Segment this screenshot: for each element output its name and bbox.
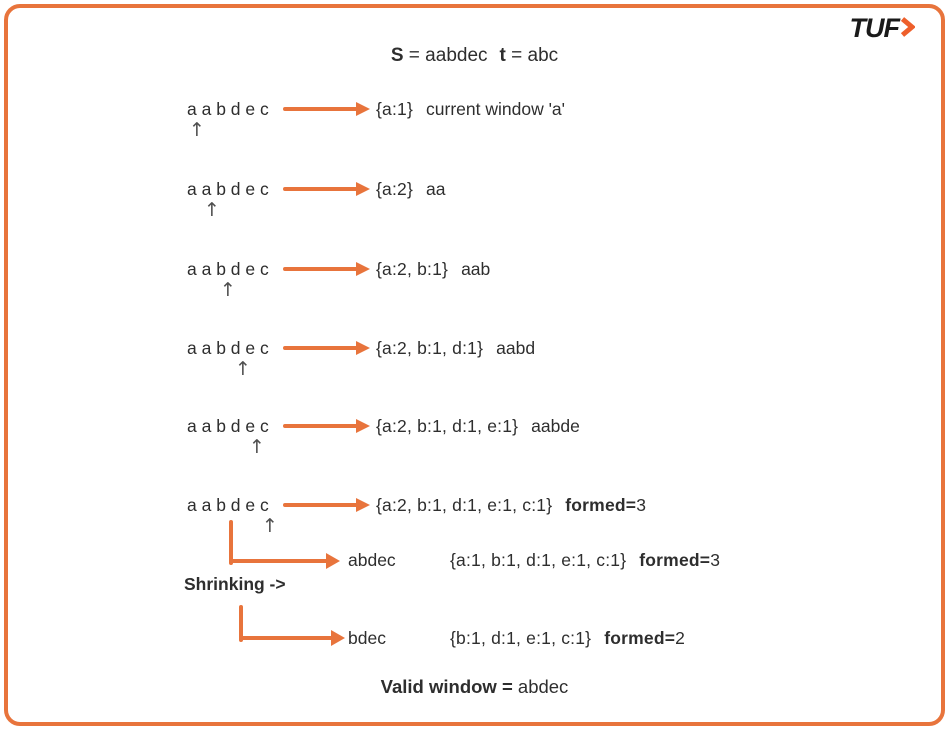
formed-label: formed= bbox=[604, 628, 676, 648]
right-arrow-icon bbox=[283, 101, 370, 117]
valid-window-value: abdec bbox=[512, 676, 569, 697]
window-note: current window 'a' bbox=[426, 99, 565, 119]
window-map: {a:2, b:1, d:1} bbox=[376, 338, 484, 358]
pointer-up-arrow-icon: ↑ bbox=[204, 199, 220, 221]
shrink-row: bdec {b:1, d:1, e:1, c:1} formed=2 bbox=[348, 628, 685, 648]
window-note: aab bbox=[461, 259, 491, 279]
letters-sequence: a a b d e c bbox=[187, 495, 269, 515]
formed-value: 3 bbox=[710, 550, 720, 570]
pointer-up-arrow-icon: ↑ bbox=[235, 358, 251, 380]
pointer-up-arrow-icon: ↑ bbox=[262, 515, 278, 537]
string-t-value: = abc bbox=[505, 45, 559, 66]
letters-sequence: a a b d e c bbox=[187, 99, 269, 119]
step-row: a a b d e c {a:2, b:1, d:1, e:1} aabde ↑ bbox=[187, 416, 580, 457]
window-note: aa bbox=[426, 179, 446, 199]
pointer-up-arrow-icon: ↑ bbox=[189, 119, 205, 141]
formed-count: formed=3 bbox=[639, 550, 720, 570]
window-map: {a:2} bbox=[376, 179, 414, 199]
window-note: aabd bbox=[496, 338, 536, 358]
step-row: a a b d e c {a:1} current window 'a' ↑ bbox=[187, 99, 565, 140]
formed-count: formed=3 bbox=[565, 495, 646, 515]
step-row: a a b d e c {a:2} aa ↑ bbox=[187, 179, 446, 220]
string-s-value: = aabdec bbox=[403, 45, 488, 66]
shrink-elbow-arrow-icon bbox=[239, 636, 331, 640]
formed-count: formed=2 bbox=[604, 628, 685, 648]
shrink-elbow-arrowhead-icon bbox=[331, 630, 345, 646]
step-row: a a b d e c {a:2, b:1} aab ↑ bbox=[187, 259, 491, 300]
diagram-border-frame bbox=[4, 4, 945, 726]
formed-value: 3 bbox=[636, 495, 646, 515]
formed-label: formed= bbox=[565, 495, 637, 515]
formed-value: 2 bbox=[675, 628, 685, 648]
window-map: {a:2, b:1, d:1, e:1, c:1} bbox=[376, 495, 553, 515]
problem-statement: S = aabdec t = abc bbox=[0, 45, 949, 67]
formed-label: formed= bbox=[639, 550, 711, 570]
shrink-row: abdec {a:1, b:1, d:1, e:1, c:1} formed=3 bbox=[348, 550, 720, 570]
step-row: a a b d e c {a:2, b:1, d:1} aabd ↑ bbox=[187, 338, 536, 379]
pointer-up-arrow-icon: ↑ bbox=[220, 279, 236, 301]
window-map: {a:2, b:1, d:1, e:1} bbox=[376, 416, 519, 436]
shrink-elbow-arrow-icon bbox=[239, 605, 243, 642]
letters-sequence: a a b d e c bbox=[187, 259, 269, 279]
string-s-label: S bbox=[390, 45, 404, 66]
window-map: {a:1} bbox=[376, 99, 414, 119]
right-arrow-icon bbox=[283, 497, 370, 513]
shrink-elbow-arrow-icon bbox=[229, 559, 326, 563]
shrink-elbow-arrowhead-icon bbox=[326, 553, 340, 569]
tuf-logo-text: TUF bbox=[849, 13, 900, 43]
shrink-elbow-arrow-icon bbox=[229, 520, 233, 565]
letters-sequence: a a b d e c bbox=[187, 338, 269, 358]
right-arrow-icon bbox=[283, 340, 370, 356]
letters-sequence: a a b d e c bbox=[187, 179, 269, 199]
window-string: abdec bbox=[348, 550, 396, 570]
window-map: {a:1, b:1, d:1, e:1, c:1} bbox=[450, 550, 627, 570]
valid-window-label: Valid window = bbox=[380, 676, 513, 697]
shrinking-label: Shrinking -> bbox=[184, 574, 286, 594]
tuf-logo: TUF bbox=[849, 13, 916, 43]
string-t-label: t bbox=[499, 45, 506, 66]
chevron-right-icon bbox=[900, 16, 916, 43]
window-map: {a:2, b:1} bbox=[376, 259, 449, 279]
letters-sequence: a a b d e c bbox=[187, 416, 269, 436]
right-arrow-icon bbox=[283, 418, 370, 434]
step-row: a a b d e c {a:2, b:1, d:1, e:1, c:1} fo… bbox=[187, 495, 646, 536]
window-string: bdec bbox=[348, 628, 386, 648]
right-arrow-icon bbox=[283, 261, 370, 277]
valid-window-result: Valid window = abdec bbox=[0, 676, 949, 698]
right-arrow-icon bbox=[283, 181, 370, 197]
pointer-up-arrow-icon: ↑ bbox=[249, 436, 265, 458]
window-note: aabde bbox=[531, 416, 580, 436]
window-map: {b:1, d:1, e:1, c:1} bbox=[450, 628, 592, 648]
